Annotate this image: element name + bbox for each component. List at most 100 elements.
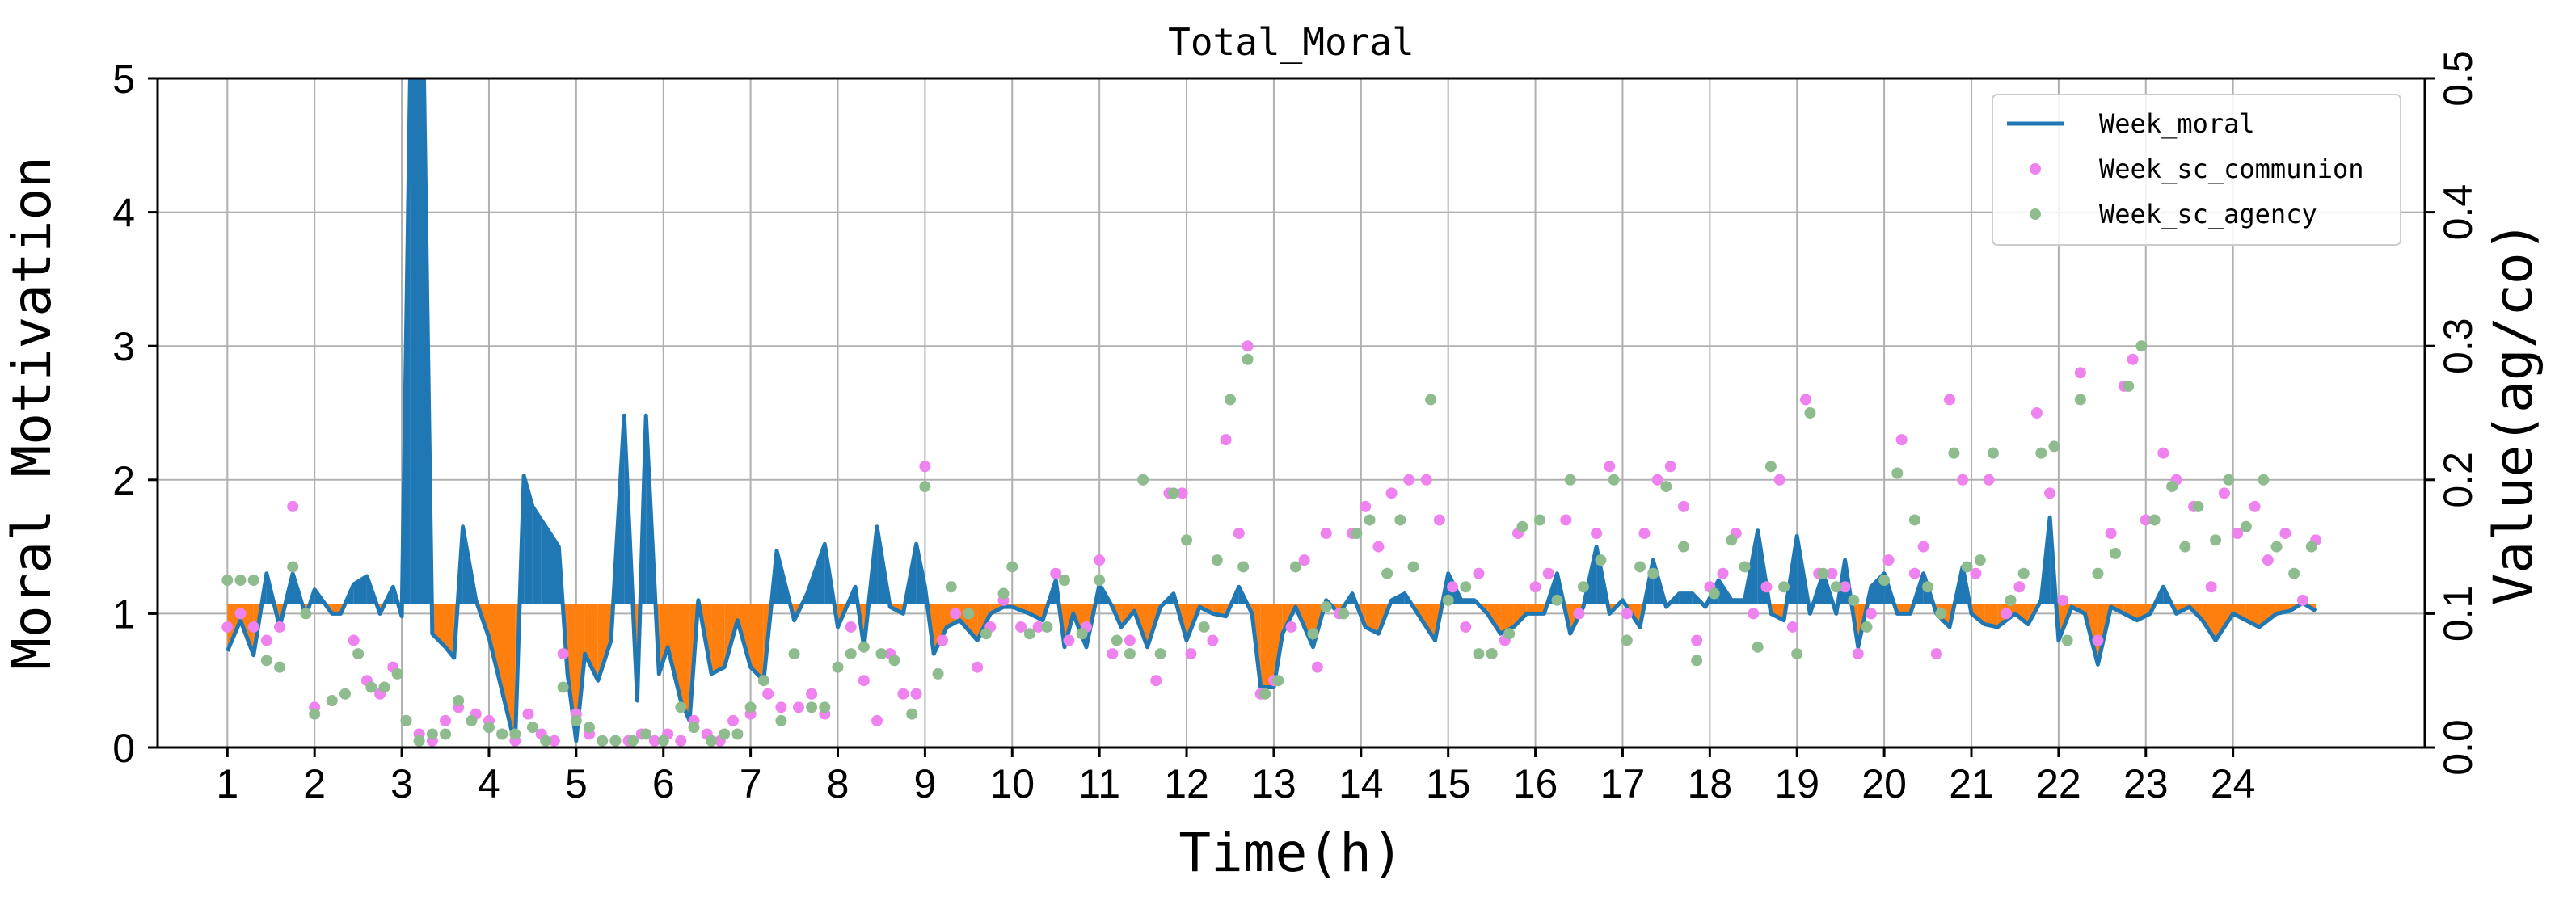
communion-point (348, 634, 360, 646)
communion-point (1826, 567, 1838, 579)
y2-tick-label: 0.2 (2435, 452, 2481, 508)
x-tick-label: 21 (1949, 761, 1994, 806)
agency-point (1237, 561, 1250, 573)
communion-point (1242, 340, 1254, 352)
agency-point (744, 701, 757, 713)
agency-point (400, 714, 412, 726)
communion-point (1473, 567, 1485, 579)
agency-point (1708, 587, 1720, 600)
x-tick-label: 13 (1251, 761, 1296, 806)
communion-point (440, 714, 452, 726)
communion-point (2105, 528, 2117, 540)
x-tick-label: 2 (303, 761, 326, 806)
communion-point (1691, 634, 1703, 646)
fill-below-baseline (711, 604, 725, 674)
fill-above-baseline (524, 475, 533, 604)
communion-point (1748, 608, 1760, 620)
agency-point (378, 681, 390, 693)
agency-point (570, 714, 582, 726)
agency-point (1198, 621, 1210, 633)
communion-point (1604, 461, 1616, 473)
communion-point (221, 621, 234, 633)
x-tick-label: 5 (565, 761, 588, 806)
agency-point (1094, 575, 1106, 586)
x-tick-label: 16 (1513, 761, 1558, 806)
communion-point (2044, 487, 2056, 499)
y2-tick-label: 0.5 (2435, 50, 2481, 107)
communion-point (845, 621, 857, 633)
agency-point (1935, 608, 1947, 620)
agency-point (426, 728, 438, 740)
fill-below-baseline (659, 604, 668, 674)
agency-point (731, 728, 744, 740)
agency-point (326, 695, 338, 707)
communion-point (2140, 514, 2152, 526)
communion-point (234, 608, 247, 620)
agency-point (1791, 648, 1803, 660)
agency-point (2288, 567, 2300, 579)
agency-point (806, 701, 818, 713)
fill-below-baseline (750, 604, 764, 681)
agency-point (1564, 474, 1576, 486)
agency-point (453, 695, 465, 707)
agency-point (1804, 407, 1816, 419)
communion-point (287, 500, 299, 512)
legend-box (1992, 94, 2401, 246)
agency-point (1595, 554, 1607, 566)
communion-point (2157, 447, 2169, 459)
agency-point (2305, 541, 2317, 553)
axis-ticks: 1 2 3 4 5 6 7 8 9 10 11 12 13 14 15 16 17 18 19 20 21 22 23 240… (112, 50, 2481, 806)
agency-point (2061, 634, 2073, 646)
communion-point (1311, 661, 1323, 673)
plot-frame (156, 77, 2426, 749)
x-tick-label: 15 (1426, 761, 1471, 806)
agency-point (2074, 394, 2086, 406)
legend-label-week-moral: Week_moral (2099, 108, 2255, 139)
communion-point (2013, 581, 2026, 593)
x-tick-label: 12 (1164, 761, 1209, 806)
communion-point (2074, 367, 2086, 379)
communion-point (1908, 567, 1920, 579)
communion-point (1320, 528, 1332, 540)
agency-point (1041, 621, 1053, 633)
communion-point (2218, 487, 2230, 499)
communion-point (919, 461, 931, 473)
communion-point (775, 701, 787, 713)
communion-point (1970, 567, 1982, 579)
communion-point (1852, 648, 1864, 660)
x-tick-label: 8 (827, 761, 850, 806)
communion-point (1621, 608, 1633, 620)
fill-below-baseline (1260, 604, 1274, 688)
agency-point (932, 667, 944, 680)
communion-point (1560, 514, 1572, 526)
communion-point (1800, 394, 1812, 406)
agency-point (1181, 534, 1193, 546)
communion-point (1176, 487, 1188, 499)
x-tick-label: 1 (216, 761, 238, 806)
x-tick-label: 3 (390, 761, 413, 806)
communion-point (2057, 594, 2069, 606)
fill-below-baseline (584, 604, 598, 681)
communion-point (1930, 648, 1942, 660)
fill-below-baseline (1526, 604, 1545, 614)
agency-point (609, 735, 622, 747)
communion-point (762, 688, 774, 700)
communion-point (910, 688, 922, 700)
communion-point (1664, 461, 1676, 473)
legend-marker-communion (2030, 163, 2041, 175)
x-tick-label: 9 (913, 761, 936, 806)
agency-point (1608, 474, 1620, 486)
communion-point (1591, 528, 1603, 540)
agency-point (1878, 575, 1891, 586)
x-tick-label: 24 (2211, 761, 2256, 806)
agency-point (1137, 474, 1149, 486)
legend: Week_moral Week_sc_communion Week_sc_age… (1992, 94, 2401, 246)
communion-point (1786, 621, 1798, 633)
agency-point (496, 728, 508, 740)
x-tick-label: 20 (1861, 761, 1907, 806)
communion-point (1760, 581, 1773, 593)
x-tick-label: 19 (1774, 761, 1819, 806)
agency-point (1023, 628, 1035, 640)
agency-point (788, 648, 800, 660)
